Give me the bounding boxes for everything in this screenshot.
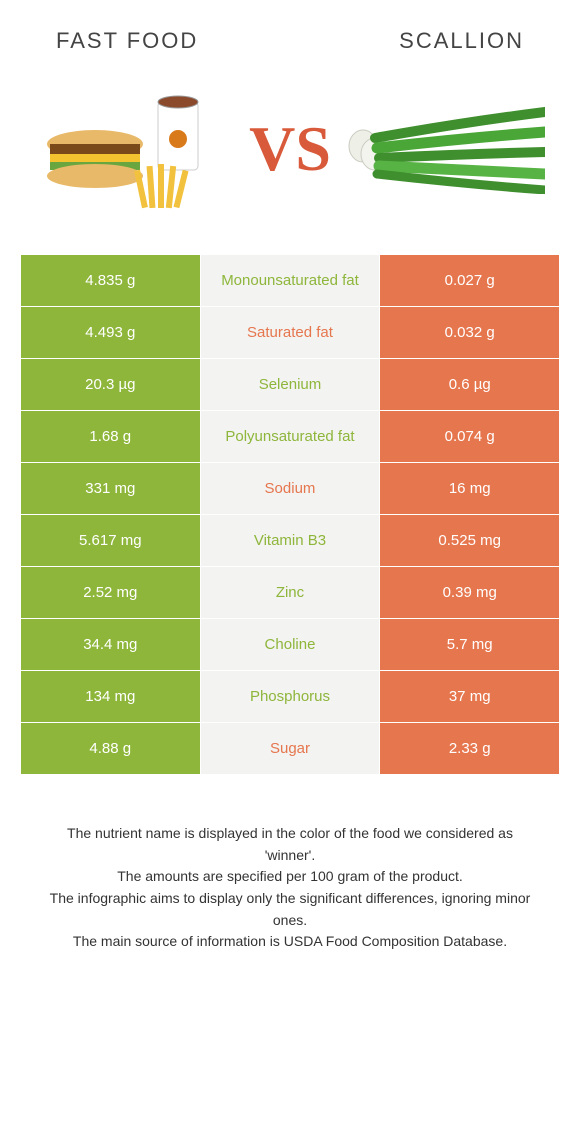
table-row: 134 mgPhosphorus37 mg [21,671,560,723]
footer-line: The nutrient name is displayed in the co… [40,823,540,866]
nutrient-name: Choline [200,619,380,671]
title-left: Fast food [56,28,198,54]
table-row: 34.4 mgCholine5.7 mg [21,619,560,671]
hero-row: VS [0,64,580,254]
vs-label: VS [249,112,331,186]
left-value: 4.88 g [21,723,201,775]
nutrient-name: Phosphorus [200,671,380,723]
nutrient-name: Zinc [200,567,380,619]
table-row: 20.3 µgSelenium0.6 µg [21,359,560,411]
table-row: 4.88 gSugar2.33 g [21,723,560,775]
left-value: 2.52 mg [21,567,201,619]
right-value: 0.027 g [380,255,560,307]
left-value: 20.3 µg [21,359,201,411]
table-row: 4.835 gMonounsaturated fat0.027 g [21,255,560,307]
header: Fast food Scallion [0,0,580,64]
right-value: 0.074 g [380,411,560,463]
table-row: 331 mgSodium16 mg [21,463,560,515]
nutrient-name: Polyunsaturated fat [200,411,380,463]
left-value: 134 mg [21,671,201,723]
scallion-image [331,79,560,219]
right-value: 0.6 µg [380,359,560,411]
table-row: 1.68 gPolyunsaturated fat0.074 g [21,411,560,463]
nutrient-name: Vitamin B3 [200,515,380,567]
right-value: 16 mg [380,463,560,515]
footer-line: The main source of information is USDA F… [40,931,540,953]
right-value: 37 mg [380,671,560,723]
right-value: 0.525 mg [380,515,560,567]
nutrient-name: Sugar [200,723,380,775]
left-value: 331 mg [21,463,201,515]
left-value: 1.68 g [21,411,201,463]
left-value: 4.835 g [21,255,201,307]
nutrient-name: Monounsaturated fat [200,255,380,307]
table-row: 5.617 mgVitamin B30.525 mg [21,515,560,567]
footer-line: The amounts are specified per 100 gram o… [40,866,540,888]
nutrient-name: Saturated fat [200,307,380,359]
left-value: 5.617 mg [21,515,201,567]
right-value: 5.7 mg [380,619,560,671]
table-row: 2.52 mgZinc0.39 mg [21,567,560,619]
right-value: 0.39 mg [380,567,560,619]
right-value: 2.33 g [380,723,560,775]
fast-food-image [20,79,249,219]
table-row: 4.493 gSaturated fat0.032 g [21,307,560,359]
footer-notes: The nutrient name is displayed in the co… [0,775,580,953]
footer-line: The infographic aims to display only the… [40,888,540,931]
nutrient-name: Selenium [200,359,380,411]
nutrient-name: Sodium [200,463,380,515]
right-value: 0.032 g [380,307,560,359]
comparison-table: 4.835 gMonounsaturated fat0.027 g4.493 g… [20,254,560,775]
left-value: 34.4 mg [21,619,201,671]
left-value: 4.493 g [21,307,201,359]
title-right: Scallion [399,28,524,54]
